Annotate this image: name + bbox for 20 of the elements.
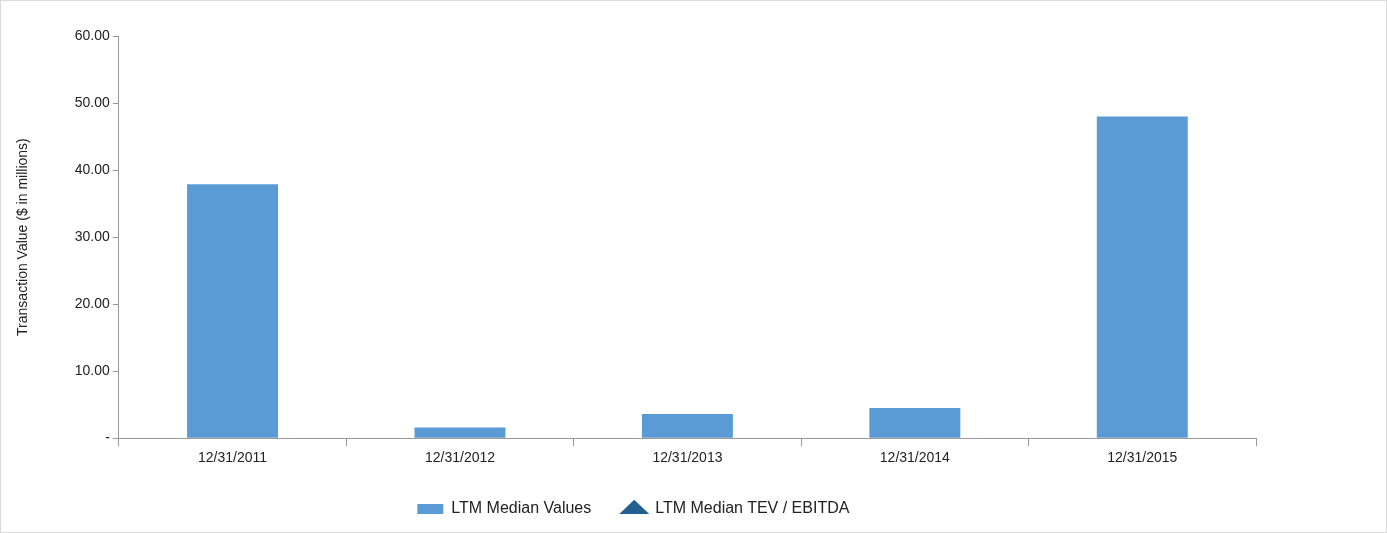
x-tick-label: 12/31/2015 — [1107, 449, 1178, 466]
y-tick-label: 40.00 — [74, 160, 111, 177]
bar — [869, 408, 961, 438]
legend-label: LTM Median TEV / EBITDA — [655, 499, 850, 517]
x-tick-label: 12/31/2013 — [652, 449, 723, 466]
y-tick-label: 10.00 — [74, 362, 111, 379]
bar — [641, 414, 733, 438]
y-axis-title: Transaction Value ($ in millions) — [14, 138, 31, 336]
legend-label: LTM Median Values — [451, 499, 592, 517]
x-tick-label: 12/31/2011 — [198, 449, 268, 466]
bar — [1096, 116, 1188, 438]
y-tick-label: 60.00 — [74, 26, 111, 43]
y-tick-label: 20.00 — [74, 294, 111, 311]
bar — [187, 184, 279, 438]
y-tick-label: 30.00 — [74, 227, 111, 244]
x-tick-label: 12/31/2012 — [424, 449, 496, 466]
y-tick-label: 50.00 — [74, 93, 111, 110]
x-tick-label: 12/31/2014 — [879, 449, 951, 466]
bar — [414, 427, 506, 438]
y-tick-label: - — [105, 429, 111, 446]
